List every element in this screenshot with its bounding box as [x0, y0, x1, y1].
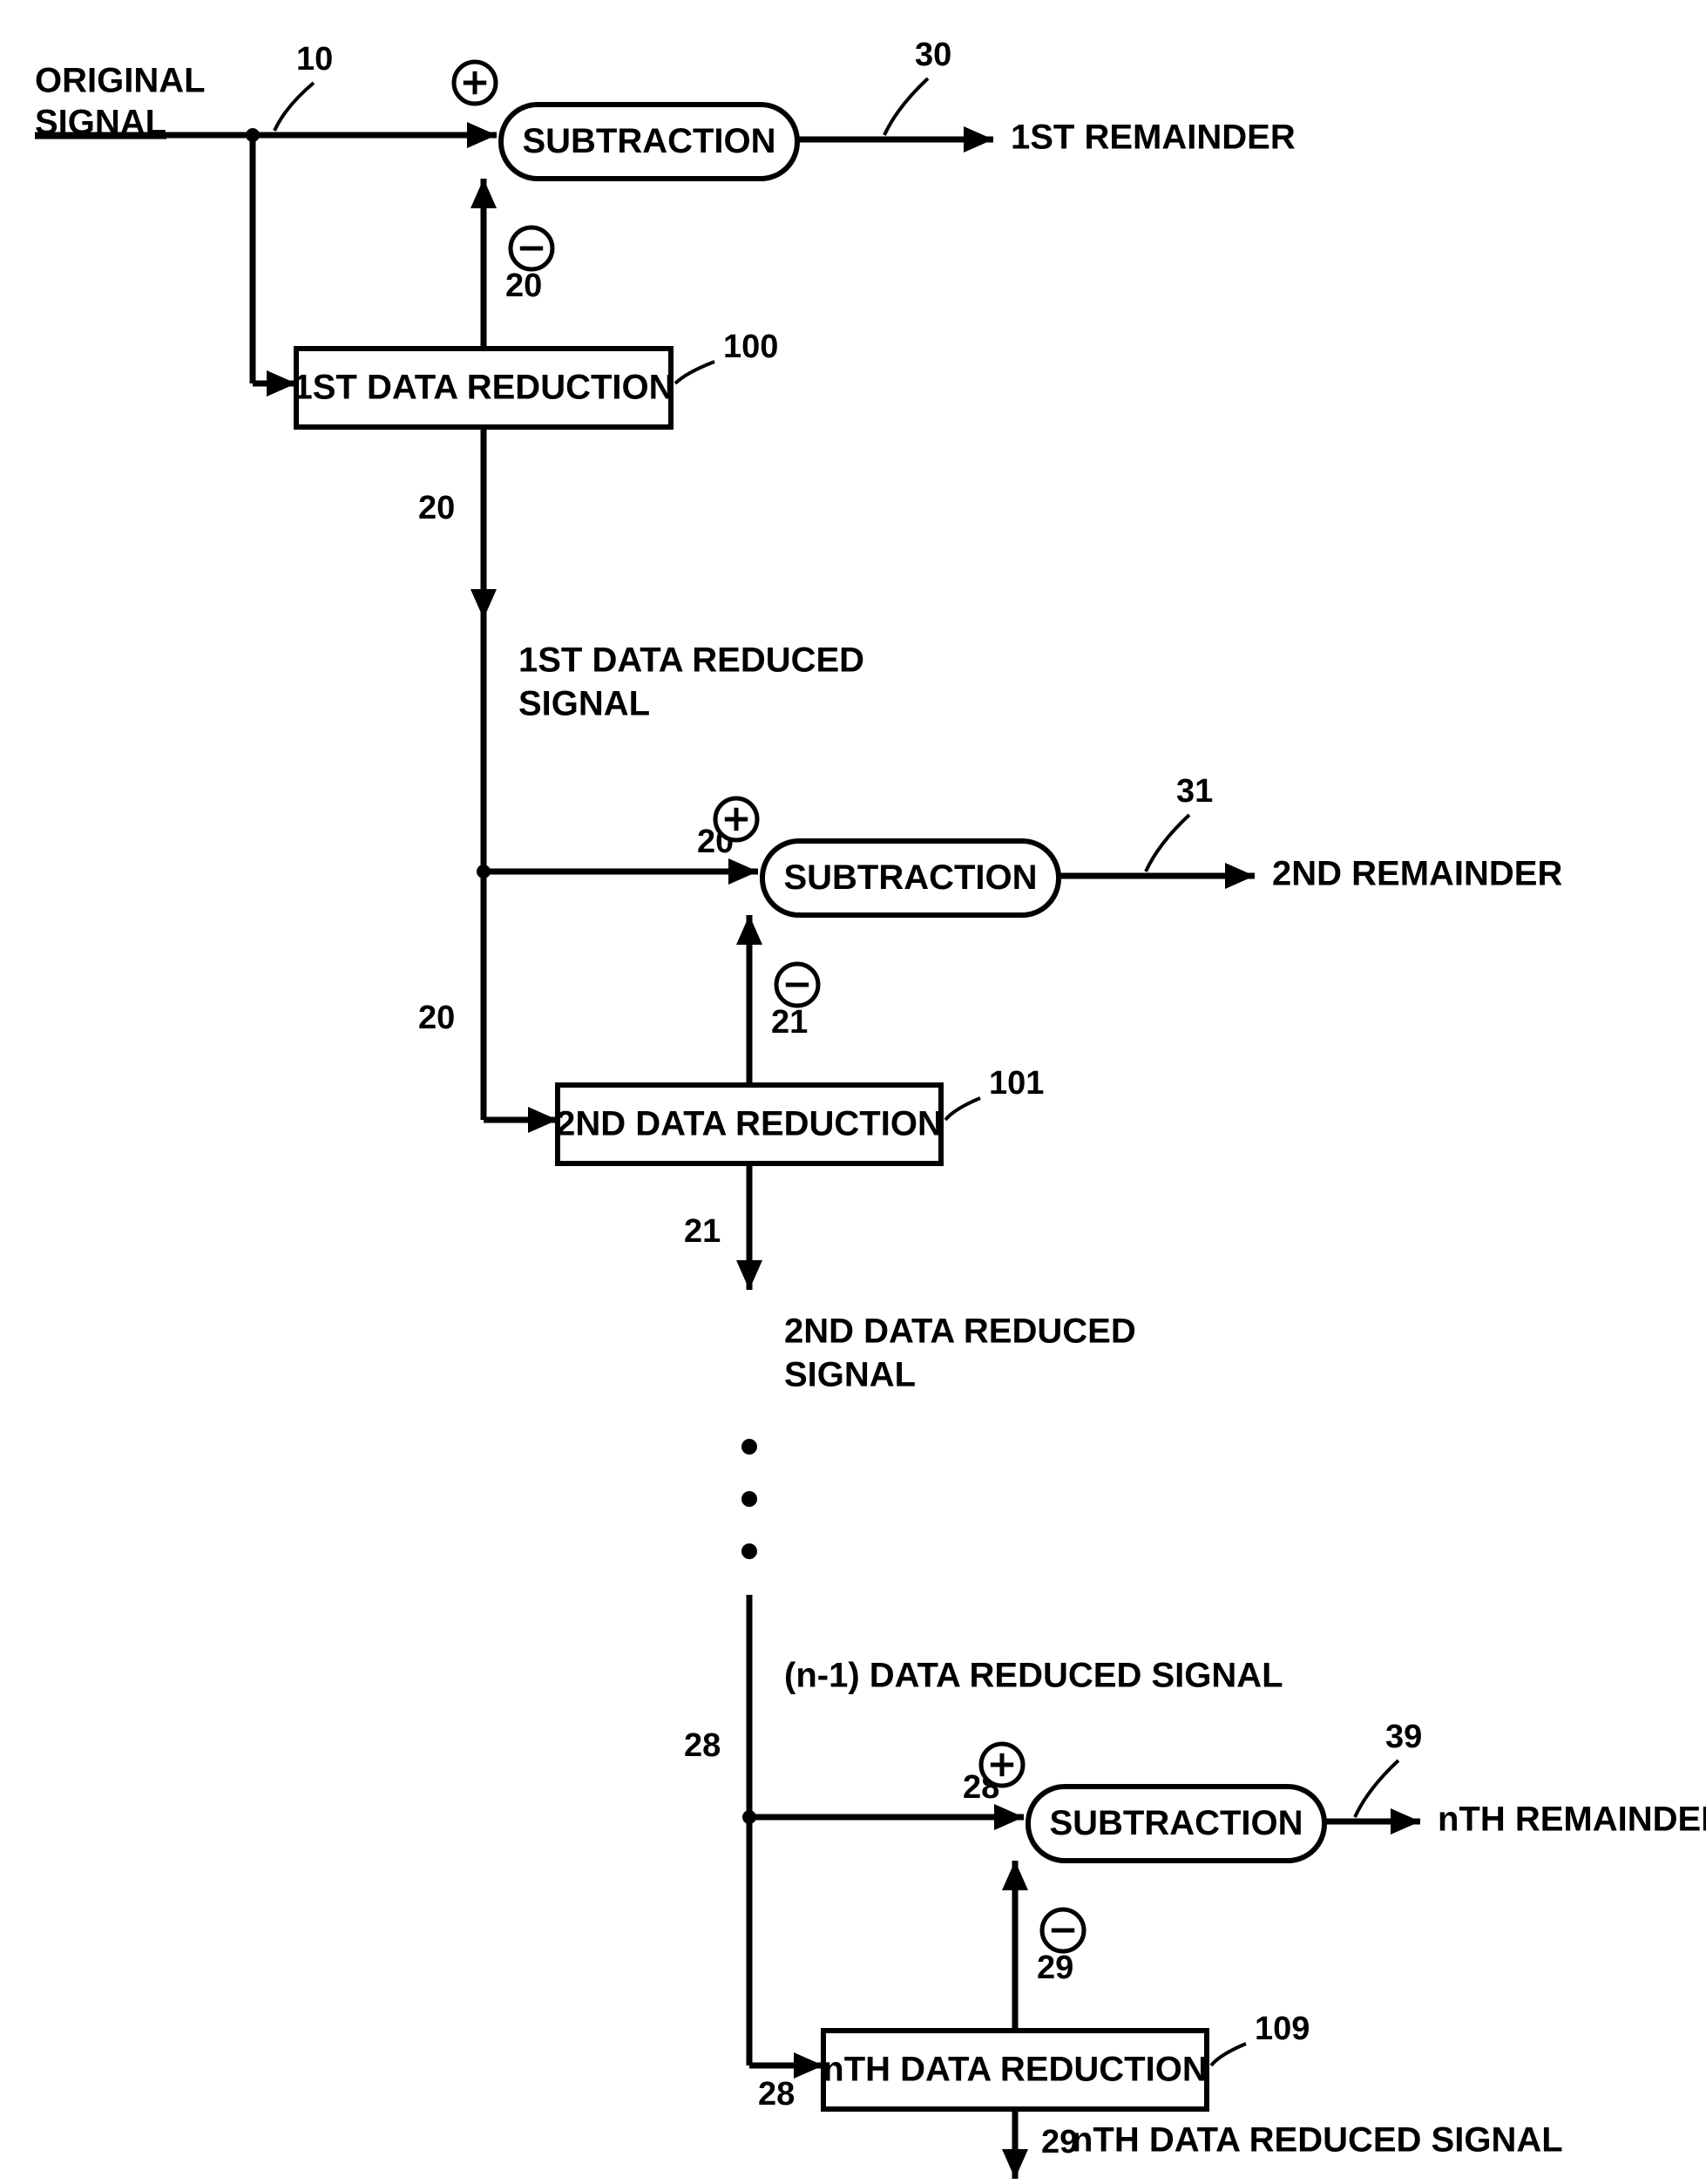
svg-text:SIGNAL: SIGNAL: [784, 1356, 916, 1394]
svg-text:nTH REMAINDER: nTH REMAINDER: [1438, 1801, 1706, 1839]
svg-text:20: 20: [505, 268, 542, 304]
svg-text:30: 30: [915, 37, 951, 73]
svg-text:2ND DATA REDUCTION: 2ND DATA REDUCTION: [556, 1105, 943, 1143]
svg-text:SUBTRACTION: SUBTRACTION: [522, 122, 775, 160]
svg-text:31: 31: [1176, 773, 1213, 810]
svg-text:nTH DATA REDUCED SIGNAL: nTH DATA REDUCED SIGNAL: [1072, 2121, 1563, 2160]
svg-text:109: 109: [1255, 2011, 1310, 2047]
svg-text:28: 28: [684, 1727, 721, 1764]
svg-text:28: 28: [758, 2076, 795, 2113]
svg-text:2ND REMAINDER: 2ND REMAINDER: [1272, 855, 1562, 893]
svg-text:ORIGINAL: ORIGINAL: [35, 62, 206, 100]
flowchart-diagram: ORIGINAL SIGNAL 10 1ST DATA REDUCTION 100 20 S…: [0, 0, 1706, 2184]
svg-text:2ND DATA REDUCED: 2ND DATA REDUCED: [784, 1312, 1136, 1351]
svg-text:(n-1) DATA REDUCED SIGNAL: (n-1) DATA REDUCED SIGNAL: [784, 1657, 1283, 1695]
svg-text:101: 101: [989, 1065, 1044, 1102]
svg-text:1ST DATA REDUCTION: 1ST DATA REDUCTION: [293, 369, 674, 407]
svg-text:10: 10: [296, 41, 333, 78]
svg-text:29: 29: [1037, 1950, 1073, 1986]
svg-text:1ST DATA REDUCED: 1ST DATA REDUCED: [518, 641, 864, 680]
svg-text:20: 20: [418, 1000, 455, 1036]
svg-text:SUBTRACTION: SUBTRACTION: [1049, 1804, 1303, 1842]
svg-text:1ST REMAINDER: 1ST REMAINDER: [1011, 119, 1296, 157]
svg-text:SUBTRACTION: SUBTRACTION: [783, 858, 1037, 897]
svg-text:nTH DATA REDUCTION: nTH DATA REDUCTION: [823, 2051, 1207, 2089]
svg-text:SIGNAL: SIGNAL: [518, 685, 650, 723]
svg-text:20: 20: [418, 490, 455, 526]
svg-text:100: 100: [723, 329, 778, 365]
svg-text:21: 21: [684, 1213, 721, 1250]
svg-text:21: 21: [771, 1004, 808, 1041]
svg-text:39: 39: [1385, 1719, 1422, 1755]
